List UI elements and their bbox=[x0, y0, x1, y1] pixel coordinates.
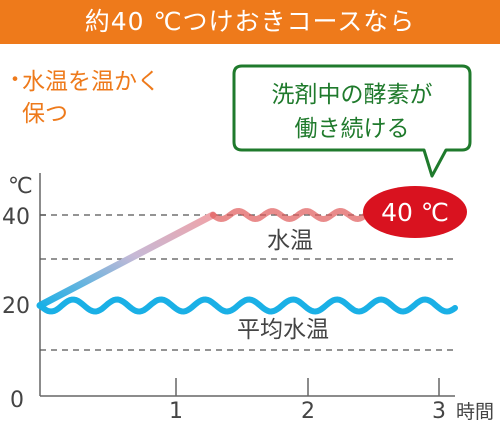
keep-warm-note: 水温を温かく保つ bbox=[22, 69, 160, 127]
y-tick-label-20: 20 bbox=[2, 294, 30, 319]
temp-badge-text: 40 ℃ bbox=[381, 198, 449, 227]
water-temp-plateau-line bbox=[209, 207, 369, 223]
y-unit-label: ℃ bbox=[8, 174, 33, 199]
callout-line-1: 洗剤中の酵素が bbox=[272, 82, 433, 108]
water-temp-rise-line bbox=[36, 211, 217, 309]
avg-temp-line bbox=[37, 296, 458, 315]
x-tick-label-1: 1 bbox=[169, 399, 183, 423]
y-tick-label-0: 0 bbox=[10, 388, 24, 413]
x-tick-label-3: 3 bbox=[432, 399, 446, 423]
x-axis-label: 時間 bbox=[456, 401, 494, 423]
banner-title: 約40 ℃つけおきコースなら bbox=[84, 7, 416, 36]
header-banner: 約40 ℃つけおきコースなら bbox=[0, 0, 500, 44]
enzyme-callout: 洗剤中の酵素が 働き続ける bbox=[232, 64, 472, 178]
x-tick-label-2: 2 bbox=[301, 399, 315, 423]
callout-line-2: 働き続ける bbox=[295, 116, 410, 142]
bullet-marker: ・ bbox=[4, 68, 27, 93]
y-tick-label-40: 40 bbox=[2, 205, 30, 230]
water-temp-label: 水温 bbox=[267, 228, 313, 254]
avg-temp-label: 平均水温 bbox=[237, 317, 329, 343]
temp-badge bbox=[363, 186, 467, 238]
